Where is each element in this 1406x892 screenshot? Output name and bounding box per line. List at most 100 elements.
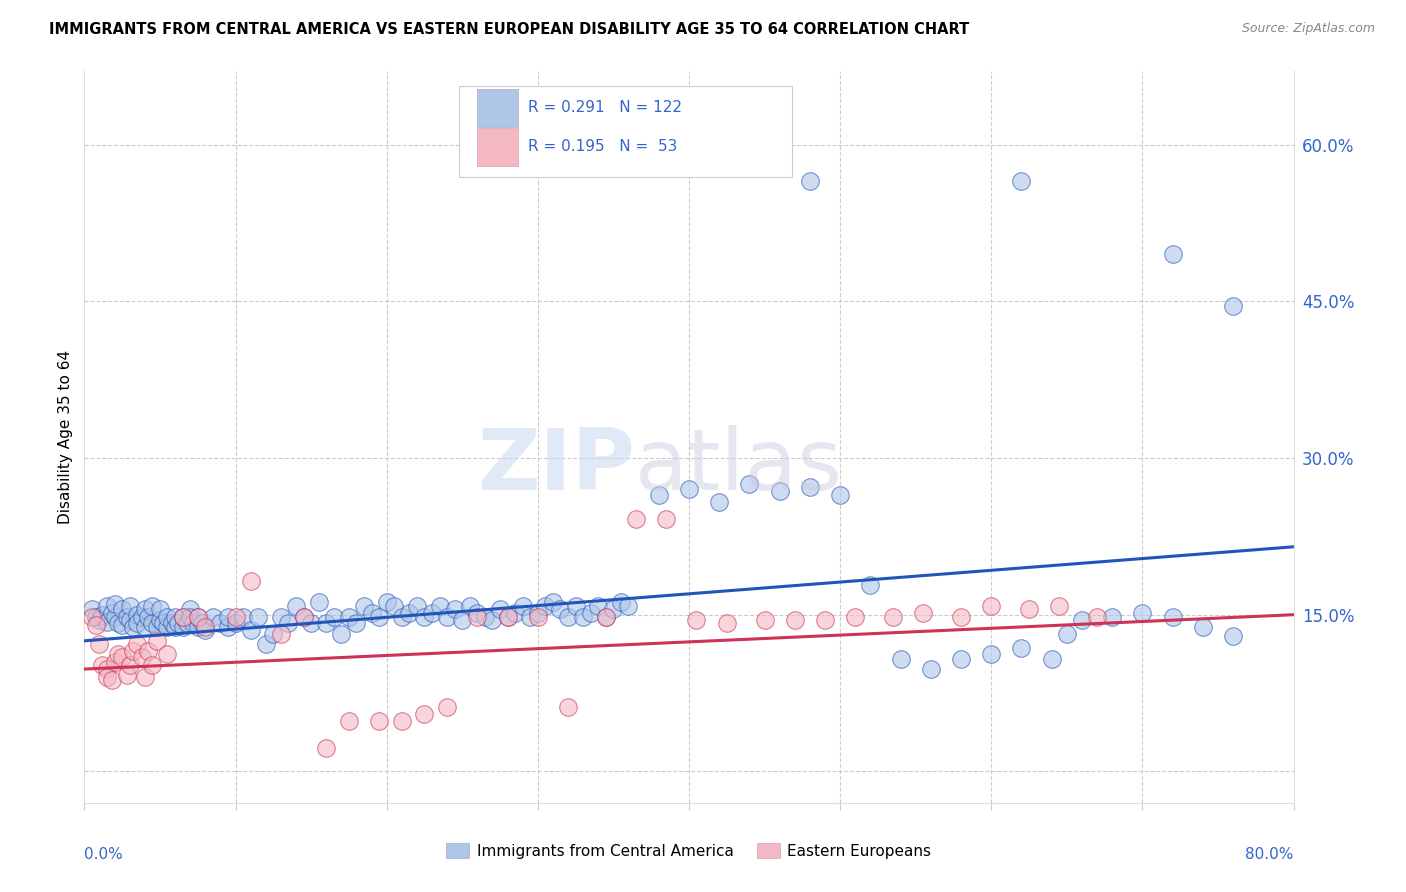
FancyBboxPatch shape bbox=[460, 86, 792, 178]
Point bbox=[527, 609, 550, 624]
Point bbox=[127, 637, 149, 651]
Point bbox=[595, 609, 617, 624]
Point bbox=[489, 602, 512, 616]
Point bbox=[436, 699, 458, 714]
Point bbox=[80, 609, 103, 624]
Point bbox=[980, 599, 1002, 614]
Point bbox=[678, 483, 700, 497]
Point bbox=[685, 613, 707, 627]
Point bbox=[1192, 620, 1215, 634]
Point bbox=[1011, 174, 1033, 188]
Point bbox=[467, 606, 489, 620]
Point bbox=[360, 606, 382, 620]
FancyBboxPatch shape bbox=[478, 128, 519, 166]
Point bbox=[474, 609, 496, 624]
Point bbox=[118, 613, 141, 627]
Point bbox=[617, 599, 640, 614]
Point bbox=[950, 651, 973, 665]
Point bbox=[187, 620, 209, 634]
Point bbox=[96, 615, 118, 629]
Point bbox=[91, 607, 114, 622]
Point bbox=[172, 609, 194, 624]
Point bbox=[134, 670, 156, 684]
Point bbox=[398, 606, 420, 620]
Point bbox=[80, 602, 103, 616]
Point bbox=[141, 616, 163, 631]
Point bbox=[146, 620, 169, 634]
Point bbox=[912, 606, 935, 620]
Point bbox=[368, 714, 391, 729]
Text: 0.0%: 0.0% bbox=[84, 847, 124, 862]
Point bbox=[315, 616, 337, 631]
Point bbox=[277, 616, 299, 631]
Point bbox=[217, 620, 239, 634]
Point bbox=[111, 618, 134, 632]
Point bbox=[496, 609, 519, 624]
Point bbox=[115, 609, 138, 624]
Point bbox=[588, 599, 610, 614]
Point bbox=[950, 609, 973, 624]
Point bbox=[254, 637, 277, 651]
Point bbox=[368, 609, 391, 624]
Point bbox=[890, 651, 912, 665]
Text: R = 0.291   N = 122: R = 0.291 N = 122 bbox=[529, 101, 682, 115]
Point bbox=[225, 609, 247, 624]
Point bbox=[443, 602, 465, 616]
Point bbox=[769, 484, 792, 499]
Point bbox=[610, 595, 633, 609]
Point bbox=[391, 609, 413, 624]
Point bbox=[156, 620, 179, 634]
Point bbox=[337, 714, 360, 729]
Point bbox=[413, 609, 436, 624]
Point bbox=[146, 633, 169, 648]
Point bbox=[830, 487, 852, 501]
Point bbox=[89, 637, 111, 651]
Point bbox=[160, 616, 183, 631]
Point bbox=[179, 602, 201, 616]
Point bbox=[496, 609, 519, 624]
Point bbox=[176, 616, 198, 631]
Point bbox=[799, 480, 821, 494]
Point bbox=[346, 616, 368, 631]
Point bbox=[648, 487, 671, 501]
Point bbox=[209, 616, 232, 631]
Point bbox=[121, 644, 143, 658]
Point bbox=[194, 624, 217, 638]
Point bbox=[262, 626, 284, 640]
Point bbox=[111, 602, 134, 616]
Point bbox=[436, 609, 458, 624]
Point bbox=[391, 714, 413, 729]
Point bbox=[107, 616, 129, 631]
Point bbox=[481, 613, 503, 627]
Point bbox=[292, 609, 315, 624]
Text: 80.0%: 80.0% bbox=[1246, 847, 1294, 862]
Point bbox=[141, 657, 163, 672]
Point bbox=[285, 599, 308, 614]
Point bbox=[315, 741, 337, 756]
Point bbox=[602, 602, 624, 616]
Point bbox=[406, 599, 429, 614]
Point bbox=[172, 609, 194, 624]
Point bbox=[96, 662, 118, 676]
Point bbox=[187, 609, 209, 624]
Point bbox=[131, 609, 153, 624]
Legend: Immigrants from Central America, Eastern Europeans: Immigrants from Central America, Eastern… bbox=[440, 837, 938, 864]
Point bbox=[127, 607, 149, 622]
Point bbox=[1011, 641, 1033, 656]
Point bbox=[655, 511, 678, 525]
Point bbox=[141, 599, 163, 614]
Point bbox=[156, 648, 179, 662]
Point bbox=[527, 606, 550, 620]
Point bbox=[187, 609, 209, 624]
Point bbox=[467, 609, 489, 624]
Point bbox=[738, 477, 761, 491]
Point bbox=[716, 616, 738, 631]
Point bbox=[1161, 609, 1184, 624]
Point bbox=[165, 609, 187, 624]
Point bbox=[429, 599, 451, 614]
Point bbox=[172, 620, 194, 634]
Point bbox=[89, 613, 111, 627]
Point bbox=[451, 613, 474, 627]
Point bbox=[194, 620, 217, 634]
Point bbox=[118, 599, 141, 614]
